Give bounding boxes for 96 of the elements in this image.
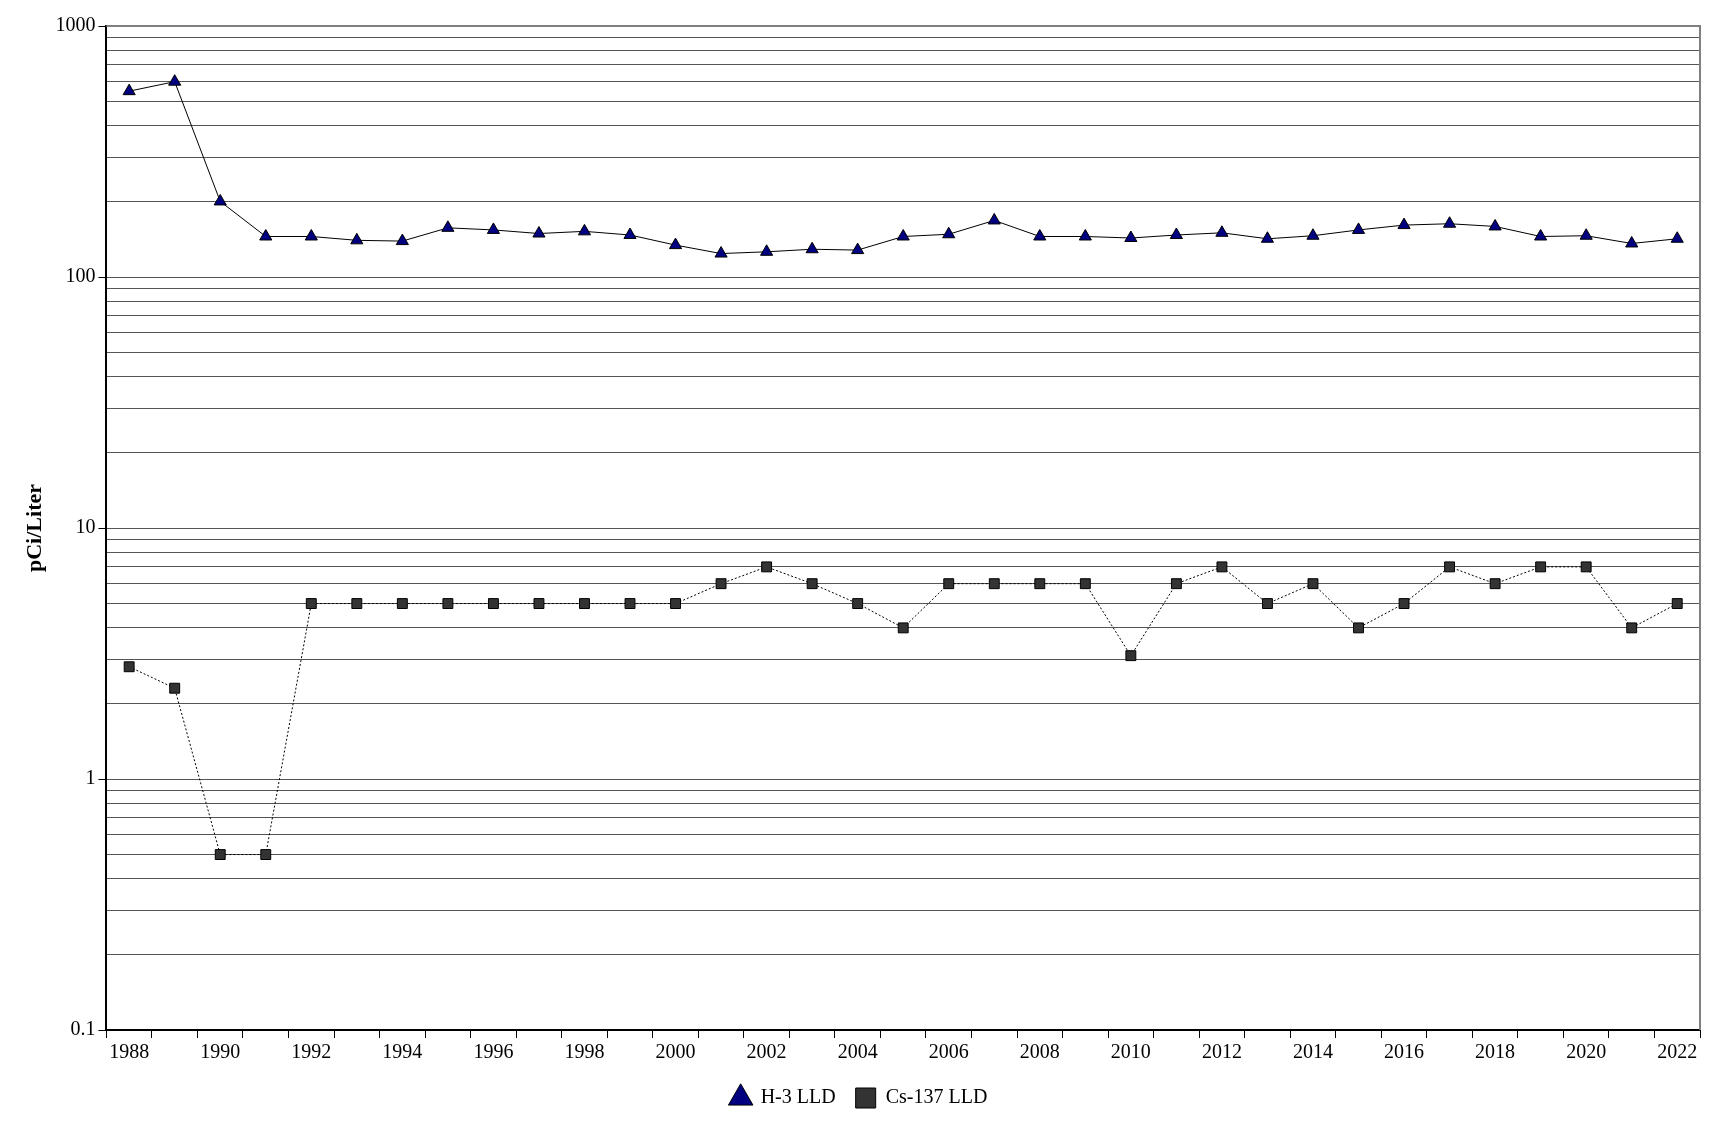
point [1215, 225, 1229, 237]
point [896, 229, 910, 241]
point [122, 83, 136, 96]
point [1580, 561, 1592, 573]
point [442, 598, 454, 610]
point [1670, 231, 1684, 243]
y-tick-label: 1 [85, 766, 96, 789]
point [579, 598, 590, 610]
point [943, 578, 955, 590]
point [1671, 598, 1683, 610]
point [942, 226, 956, 239]
x-tick-label: 2008 [1019, 1040, 1060, 1063]
point [1033, 229, 1047, 241]
point [351, 598, 363, 610]
point [987, 212, 1001, 225]
point [577, 223, 592, 236]
point [805, 241, 819, 254]
point [1535, 561, 1547, 573]
point [1488, 218, 1502, 231]
point [305, 598, 317, 610]
point [897, 622, 909, 634]
point [1579, 228, 1593, 240]
point [213, 193, 227, 206]
point [988, 578, 1000, 590]
x-tick-label: 1988 [109, 1040, 150, 1063]
x-tick-label: 1998 [564, 1040, 605, 1063]
point [259, 229, 273, 241]
point [1397, 217, 1411, 230]
x-tick-label: 2012 [1201, 1040, 1242, 1063]
point [1124, 230, 1138, 243]
x-tick-label: 2018 [1475, 1040, 1516, 1063]
point [1626, 622, 1638, 634]
point [760, 244, 774, 256]
point [1625, 235, 1639, 248]
x-tick-label: 2004 [837, 1040, 878, 1063]
point [441, 220, 455, 232]
x-tick-label: 2014 [1292, 1040, 1333, 1063]
x-tick-label: 1992 [291, 1040, 332, 1063]
point [1262, 598, 1273, 610]
point [304, 229, 318, 241]
y-tick-label: 1000 [55, 13, 96, 36]
point [1307, 578, 1319, 590]
point [1489, 578, 1501, 590]
y-axis-title: pCi/Liter [20, 483, 46, 572]
point [1398, 598, 1410, 610]
point [1170, 578, 1182, 590]
point [1443, 216, 1457, 228]
point [715, 578, 727, 590]
point [668, 237, 683, 250]
point [806, 578, 818, 590]
y-tick-label: 0.1 [70, 1017, 96, 1040]
point [1125, 650, 1137, 662]
point [123, 661, 135, 673]
x-tick-label: 2002 [746, 1040, 787, 1063]
point [761, 561, 773, 573]
point [214, 849, 226, 861]
point [1260, 231, 1275, 243]
point [168, 74, 182, 86]
x-tick-label: 1990 [200, 1040, 241, 1063]
point [487, 598, 499, 610]
x-tick-label: 2020 [1566, 1040, 1607, 1063]
legend-label: Cs-137 LLD [885, 1085, 988, 1108]
point [533, 598, 545, 610]
point [670, 598, 681, 610]
point [1306, 228, 1320, 240]
point [1169, 227, 1183, 239]
point [532, 226, 546, 238]
point [350, 232, 364, 245]
x-tick-label: 2016 [1384, 1040, 1425, 1063]
point [395, 233, 409, 246]
point [396, 598, 408, 610]
point [1353, 622, 1364, 634]
x-tick-label: 2022 [1657, 1040, 1698, 1063]
point [169, 682, 181, 694]
point [1079, 578, 1091, 590]
x-tick-label: 2006 [928, 1040, 969, 1063]
point [1078, 229, 1092, 241]
x-tick-label: 1994 [382, 1040, 423, 1063]
point [851, 242, 865, 255]
x-tick-label: 2000 [655, 1040, 696, 1063]
point [486, 222, 500, 234]
point [623, 227, 637, 239]
point [260, 849, 272, 861]
point [1534, 229, 1548, 241]
point [852, 598, 864, 610]
point [714, 246, 728, 258]
y-tick-label: 100 [65, 264, 96, 287]
point [1444, 561, 1456, 573]
x-tick-label: 1996 [473, 1040, 514, 1063]
point [1351, 222, 1366, 234]
point [1216, 561, 1228, 573]
point [1034, 578, 1046, 590]
legend-label: H-3 LLD [760, 1085, 836, 1108]
point [624, 598, 636, 610]
y-tick-label: 10 [75, 515, 96, 538]
x-tick-label: 2010 [1110, 1040, 1151, 1063]
